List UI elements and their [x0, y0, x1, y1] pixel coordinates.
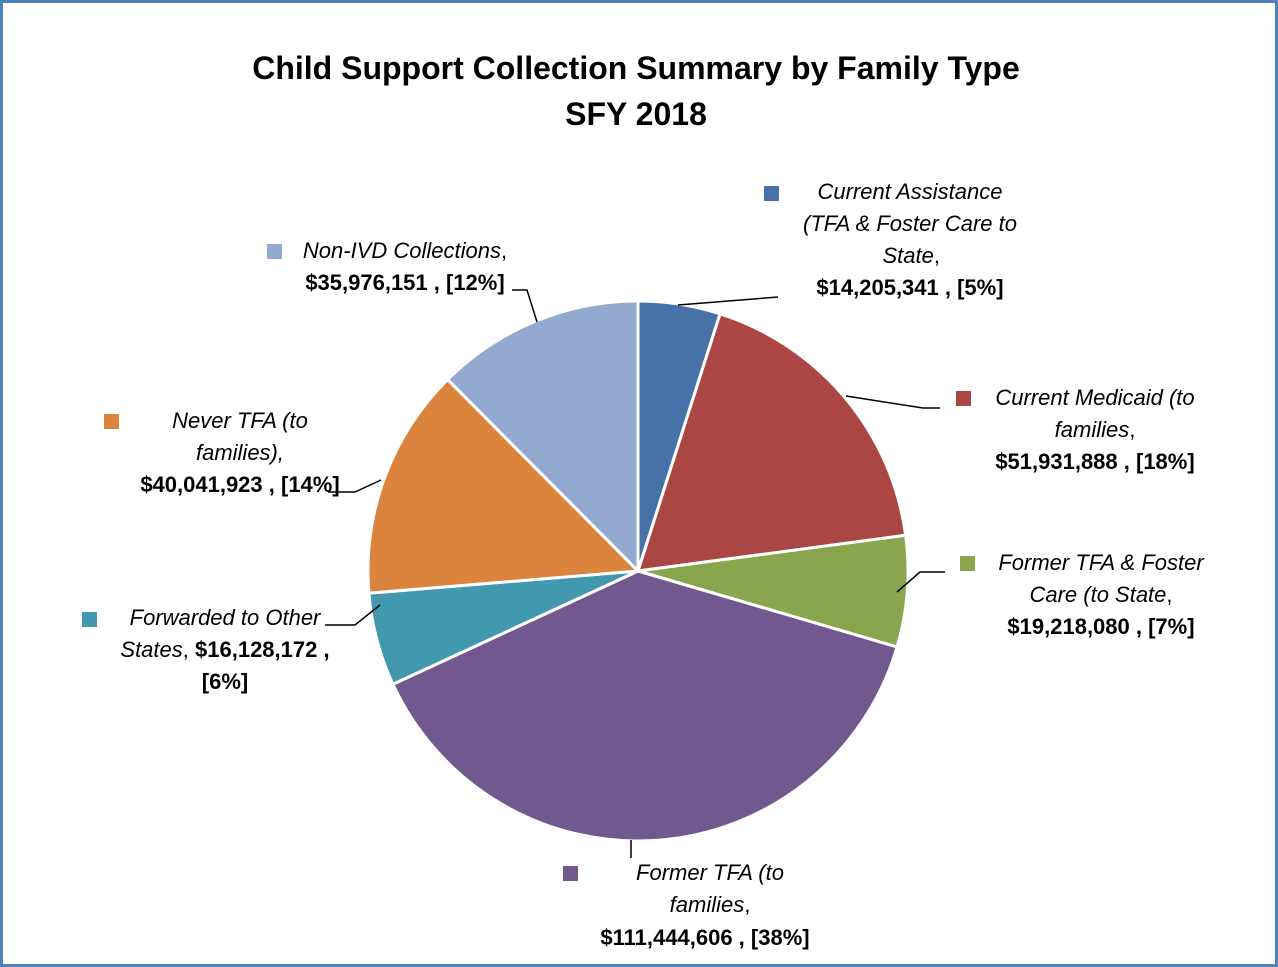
- data-label-current-assistance: Current Assistance (TFA & Foster Care to…: [790, 176, 1030, 272]
- label-value: $35,976,151: [305, 270, 428, 295]
- label-percent: [14%]: [281, 472, 340, 497]
- label-category: Former TFA & Foster: [998, 550, 1204, 575]
- label-suffix: ,: [933, 243, 940, 268]
- legend-swatch-current-medicaid: [956, 391, 971, 406]
- label-value: $40,041,923: [140, 472, 263, 497]
- label-category: States: [120, 637, 183, 662]
- label-value: $111,444,606: [600, 925, 733, 950]
- label-suffix: ,: [1129, 417, 1136, 442]
- label-category: Never TFA (to: [172, 408, 308, 433]
- data-label-former-tfa: Former TFA (to families,: [580, 857, 840, 921]
- legend-swatch-former-tfa-foster: [960, 556, 975, 571]
- leader-line-never-tfa: [328, 479, 382, 493]
- label-separator: ,: [732, 925, 751, 950]
- label-separator: ,: [427, 270, 446, 295]
- leader-line-former-tfa-foster: [896, 571, 945, 593]
- label-category: Forwarded to Other: [129, 605, 321, 630]
- label-separator: ,: [317, 637, 330, 662]
- label-separator: ,: [262, 472, 281, 497]
- label-category: (TFA & Foster Care to: [803, 211, 1017, 236]
- data-label-never-tfa: Never TFA (to families), $40,041,923 , […: [120, 405, 360, 501]
- legend-swatch-forwarded: [82, 612, 97, 627]
- data-label-forwarded: Forwarded to Other States, $16,128,172 ,…: [100, 602, 350, 698]
- label-category: Care (to State: [1029, 582, 1167, 607]
- pie-slice-1: [636, 312, 908, 573]
- data-label-value-former-tfa: $111,444,606 , [38%]: [560, 922, 850, 954]
- label-suffix: ,: [182, 637, 189, 662]
- label-suffix: ,: [744, 892, 751, 917]
- leader-line-current-medicaid: [845, 395, 940, 409]
- pie-slice-2: [636, 533, 910, 649]
- leader-line-forwarded: [325, 604, 381, 626]
- label-separator: ,: [938, 275, 958, 300]
- label-percent: [5%]: [957, 275, 1004, 300]
- label-separator: ,: [1129, 614, 1149, 639]
- label-category: Non-IVD Collections: [302, 238, 501, 263]
- label-category: Current Medicaid (to: [995, 385, 1195, 410]
- label-percent: [6%]: [201, 669, 249, 694]
- label-percent: [38%]: [750, 925, 810, 950]
- label-percent: [18%]: [1136, 449, 1195, 474]
- pie-slice-6: [446, 299, 640, 573]
- leader-line-current-assistance: [677, 296, 779, 306]
- chart-title: Child Support Collection Summary by Fami…: [252, 50, 1020, 86]
- label-percent: [12%]: [446, 270, 505, 295]
- legend-swatch-former-tfa: [563, 866, 578, 881]
- pie-slices: [366, 299, 910, 843]
- label-percent: [7%]: [1148, 614, 1195, 639]
- label-suffix: ,: [500, 238, 508, 263]
- legend-swatch-non-ivd: [267, 244, 282, 259]
- data-label-non-ivd: Non-IVD Collections, $35,976,151 , [12%]: [280, 235, 530, 299]
- label-category: State: [882, 243, 934, 268]
- data-label-former-tfa-foster: Former TFA & Foster Care (to State, $19,…: [985, 547, 1217, 643]
- label-value: $51,931,888: [995, 449, 1118, 474]
- label-category: Former TFA (to: [636, 860, 784, 885]
- pie-slice-5: [366, 377, 640, 595]
- label-suffix: ,: [1166, 582, 1173, 607]
- label-value: $19,218,080: [1007, 614, 1130, 639]
- data-label-current-medicaid: Current Medicaid (to families, $51,931,8…: [980, 382, 1210, 478]
- leader-line-non-ivd: [512, 289, 538, 323]
- data-label-value-current-assistance: $14,205,341 , [5%]: [790, 272, 1030, 304]
- legend-swatch-current-assistance: [764, 186, 779, 201]
- label-category: families: [669, 892, 745, 917]
- label-value: $14,205,341: [816, 275, 939, 300]
- label-category: families: [1054, 417, 1130, 442]
- label-category: Current Assistance: [817, 179, 1003, 204]
- leader-lines: [325, 289, 945, 858]
- label-separator: ,: [1117, 449, 1136, 474]
- label-category: families),: [195, 440, 284, 465]
- pie-slice-3: [391, 569, 899, 843]
- legend-swatch-never-tfa: [104, 414, 119, 429]
- chart-subtitle: SFY 2018: [565, 96, 707, 132]
- label-value: $16,128,172: [195, 637, 318, 662]
